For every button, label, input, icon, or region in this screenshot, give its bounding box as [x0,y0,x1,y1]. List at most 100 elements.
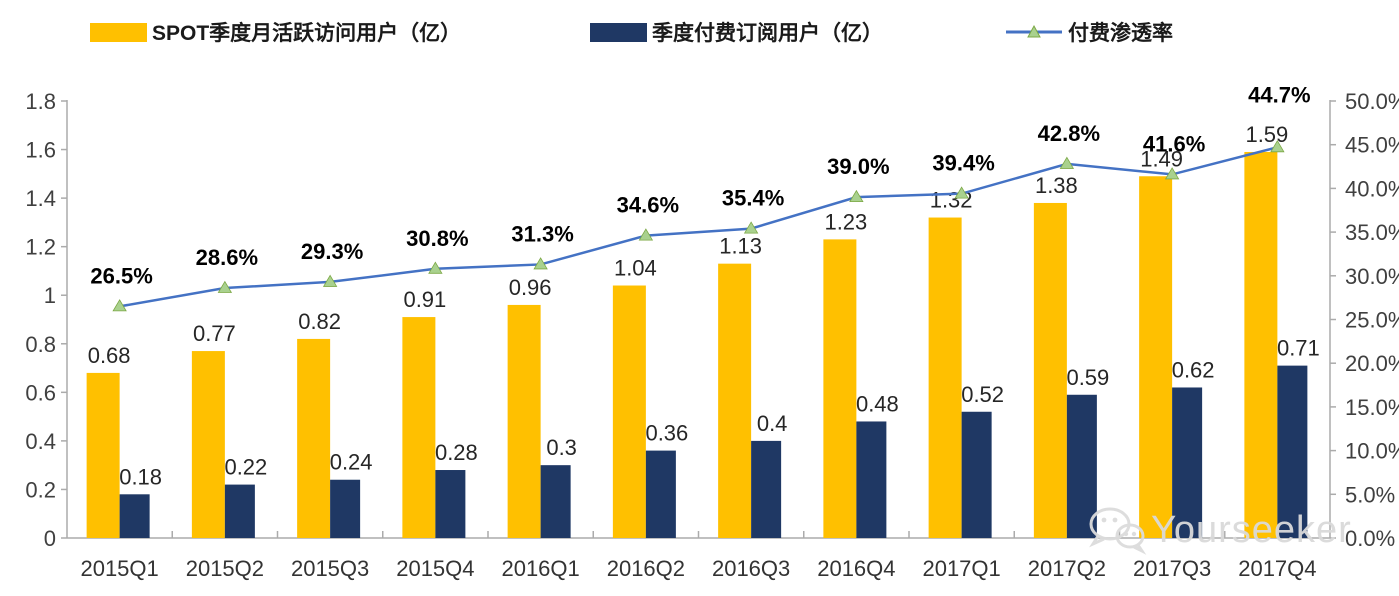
bar-mau-2017Q2 [1033,202,1067,538]
label-penetration-2016Q2: 34.6% [617,193,679,218]
penetration-marker-2016Q1 [533,257,548,270]
label-penetration-2016Q4: 39.0% [827,154,889,179]
label-mau-2016Q2: 1.04 [614,256,657,281]
label-penetration-2017Q4: 44.7% [1248,82,1310,107]
label-penetration-2015Q3: 29.3% [301,239,363,264]
right-axis-label: 25.0% [1345,308,1399,333]
right-axis-label: 15.0% [1345,395,1399,420]
label-subs-2015Q2: 0.22 [224,455,267,480]
right-axis-label: 50.0% [1345,89,1399,114]
left-axis-label: 0.6 [25,380,56,405]
penetration-marker-2015Q3 [322,274,338,287]
label-penetration-2016Q1: 31.3% [511,221,573,246]
legend-label-subs: 季度付费订阅用户（亿） [652,22,883,45]
legend-item-penetration: 付费渗透率 [1005,17,1173,47]
right-axis-label: 20.0% [1345,351,1399,376]
left-axis-label: 0.8 [25,332,56,357]
label-subs-2017Q2: 0.59 [1066,365,1109,390]
penetration-line [119,146,1278,308]
left-axis-label: 1.6 [25,138,56,163]
label-subs-2017Q3: 0.62 [1172,357,1215,382]
right-axis-label: 40.0% [1345,176,1399,201]
label-subs-2016Q4: 0.48 [856,391,899,416]
bar-mau-2016Q4 [823,239,857,538]
penetration-marker-2015Q1 [112,299,127,312]
penetration-marker-2016Q4 [849,189,864,203]
left-axis-label: 0 [44,526,56,551]
bar-subs-2017Q2 [1066,394,1097,538]
right-axis-label: 30.0% [1345,264,1399,289]
bar-subs-2017Q3 [1172,387,1203,538]
bar-subs-2015Q1 [119,494,150,538]
penetration-marker-2017Q1 [954,186,969,199]
right-axis-label: 5.0% [1345,482,1395,507]
bar-subs-2016Q1 [540,465,571,538]
label-mau-2015Q3: 0.82 [298,309,341,334]
bar-subs-2015Q3 [330,479,361,538]
x-axis-label: 2017Q3 [1133,556,1211,581]
x-axis-label: 2015Q2 [186,556,264,581]
x-axis-label: 2015Q4 [396,556,474,581]
label-mau-2016Q3: 1.13 [719,234,762,259]
x-axis-label: 2016Q1 [501,556,579,581]
right-axis-label: 0.0% [1345,526,1395,551]
x-axis-label: 2016Q4 [817,556,895,581]
subs-bar-swatch-icon [590,22,647,42]
right-axis-label: 45.0% [1345,133,1399,158]
label-subs-2016Q3: 0.4 [757,411,788,436]
label-mau-2015Q4: 0.91 [403,287,446,312]
bar-subs-2016Q3 [751,440,782,538]
penetration-marker-2015Q4 [428,261,443,274]
right-axis-label: 10.0% [1345,439,1399,464]
label-penetration-2017Q2: 42.8% [1038,121,1100,146]
legend-item-mau: SPOT季度月活跃访问用户（亿） [90,17,461,47]
label-penetration-2015Q2: 28.6% [196,245,258,270]
x-axis-label: 2015Q3 [291,556,369,581]
x-axis-label: 2016Q3 [712,556,790,581]
bar-subs-2016Q2 [645,450,676,538]
penetration-marker-2017Q2 [1059,156,1075,169]
label-mau-2016Q1: 0.96 [509,275,552,300]
penetration-marker-2016Q3 [743,221,759,234]
x-axis-label: 2017Q4 [1238,556,1316,581]
bar-mau-2015Q3 [297,338,331,538]
left-axis-label: 1.4 [25,186,56,211]
legend-label-penetration: 付费渗透率 [1068,22,1173,45]
legend-label-mau: SPOT季度月活跃访问用户（亿） [152,22,462,45]
bar-mau-2016Q1 [507,304,541,538]
bar-mau-2017Q1 [928,217,962,539]
label-penetration-2017Q1: 39.4% [932,151,994,176]
bar-subs-2017Q4 [1277,365,1308,538]
label-penetration-2015Q1: 26.5% [90,263,152,288]
bar-subs-2017Q1 [961,411,992,538]
bar-mau-2016Q3 [718,263,752,538]
penetration-marker-2016Q2 [638,228,654,241]
label-subs-2015Q1: 0.18 [119,464,162,489]
label-mau-2016Q4: 1.23 [824,209,867,234]
bar-subs-2015Q2 [224,484,255,538]
label-subs-2016Q2: 0.36 [645,421,688,446]
mau-bar-swatch-icon [90,22,147,42]
left-axis-label: 1 [44,283,56,308]
legend-item-subs: 季度付费订阅用户（亿） [590,17,883,47]
label-subs-2017Q4: 0.71 [1277,336,1320,361]
label-mau-2017Q2: 1.38 [1035,173,1078,198]
label-subs-2015Q3: 0.24 [330,450,373,475]
bar-mau-2015Q1 [86,372,120,538]
x-axis-label: 2016Q2 [607,556,685,581]
bar-subs-2015Q4 [435,470,466,538]
bar-mau-2015Q2 [191,351,225,538]
penetration-marker-2017Q3 [1164,167,1180,180]
label-penetration-2016Q3: 35.4% [722,186,784,211]
label-penetration-2015Q4: 30.8% [406,226,468,251]
label-penetration-2017Q3: 41.6% [1143,131,1205,156]
left-axis-label: 1.2 [25,235,56,260]
penetration-marker-2017Q4 [1270,140,1285,153]
bar-mau-2017Q4 [1244,151,1278,538]
bar-subs-2016Q4 [856,421,887,538]
bar-mau-2017Q3 [1139,176,1173,538]
bar-mau-2016Q2 [612,285,646,538]
left-axis-label: 0.2 [25,477,56,502]
